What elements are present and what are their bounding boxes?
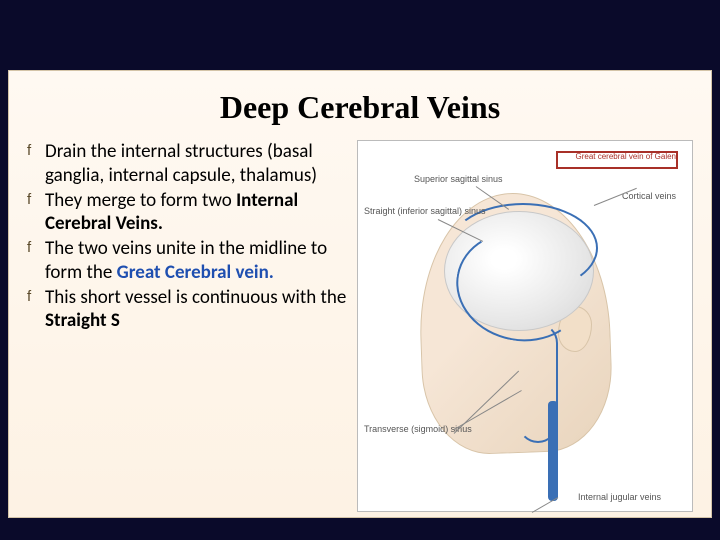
diagram-label: Straight (inferior sagittal) sinus bbox=[364, 207, 486, 217]
vein-jugular bbox=[548, 401, 558, 501]
highlight-label: Great cerebral vein of Galen bbox=[576, 153, 677, 162]
diagram-label: Cortical veins bbox=[622, 192, 676, 202]
bullet-text: They merge to form two Internal Cerebral… bbox=[45, 189, 349, 237]
diagram-label: Superior sagittal sinus bbox=[414, 175, 503, 185]
slide-title: Deep Cerebral Veins bbox=[9, 71, 711, 140]
bullet-text: The two veins unite in the midline to fo… bbox=[45, 237, 349, 285]
diagram-label: Internal jugular veins bbox=[578, 493, 661, 503]
content-row: f Drain the internal structures (basal g… bbox=[9, 140, 711, 512]
text-column: f Drain the internal structures (basal g… bbox=[27, 140, 357, 512]
lead-line bbox=[532, 497, 558, 513]
bullet-text: Drain the internal structures (basal gan… bbox=[45, 140, 349, 188]
bullet-icon: f bbox=[27, 237, 45, 258]
anatomy-diagram: Great cerebral vein of Galen Superior sa… bbox=[357, 140, 693, 512]
list-item: f Drain the internal structures (basal g… bbox=[27, 140, 349, 188]
bullet-icon: f bbox=[27, 140, 45, 161]
bullet-icon: f bbox=[27, 286, 45, 307]
slide: Deep Cerebral Veins f Drain the internal… bbox=[8, 70, 712, 518]
list-item: f This short vessel is continuous with t… bbox=[27, 286, 349, 334]
list-item: f The two veins unite in the midline to … bbox=[27, 237, 349, 285]
list-item: f They merge to form two Internal Cerebr… bbox=[27, 189, 349, 237]
bullet-text: This short vessel is continuous with the… bbox=[45, 286, 349, 334]
bullet-icon: f bbox=[27, 189, 45, 210]
